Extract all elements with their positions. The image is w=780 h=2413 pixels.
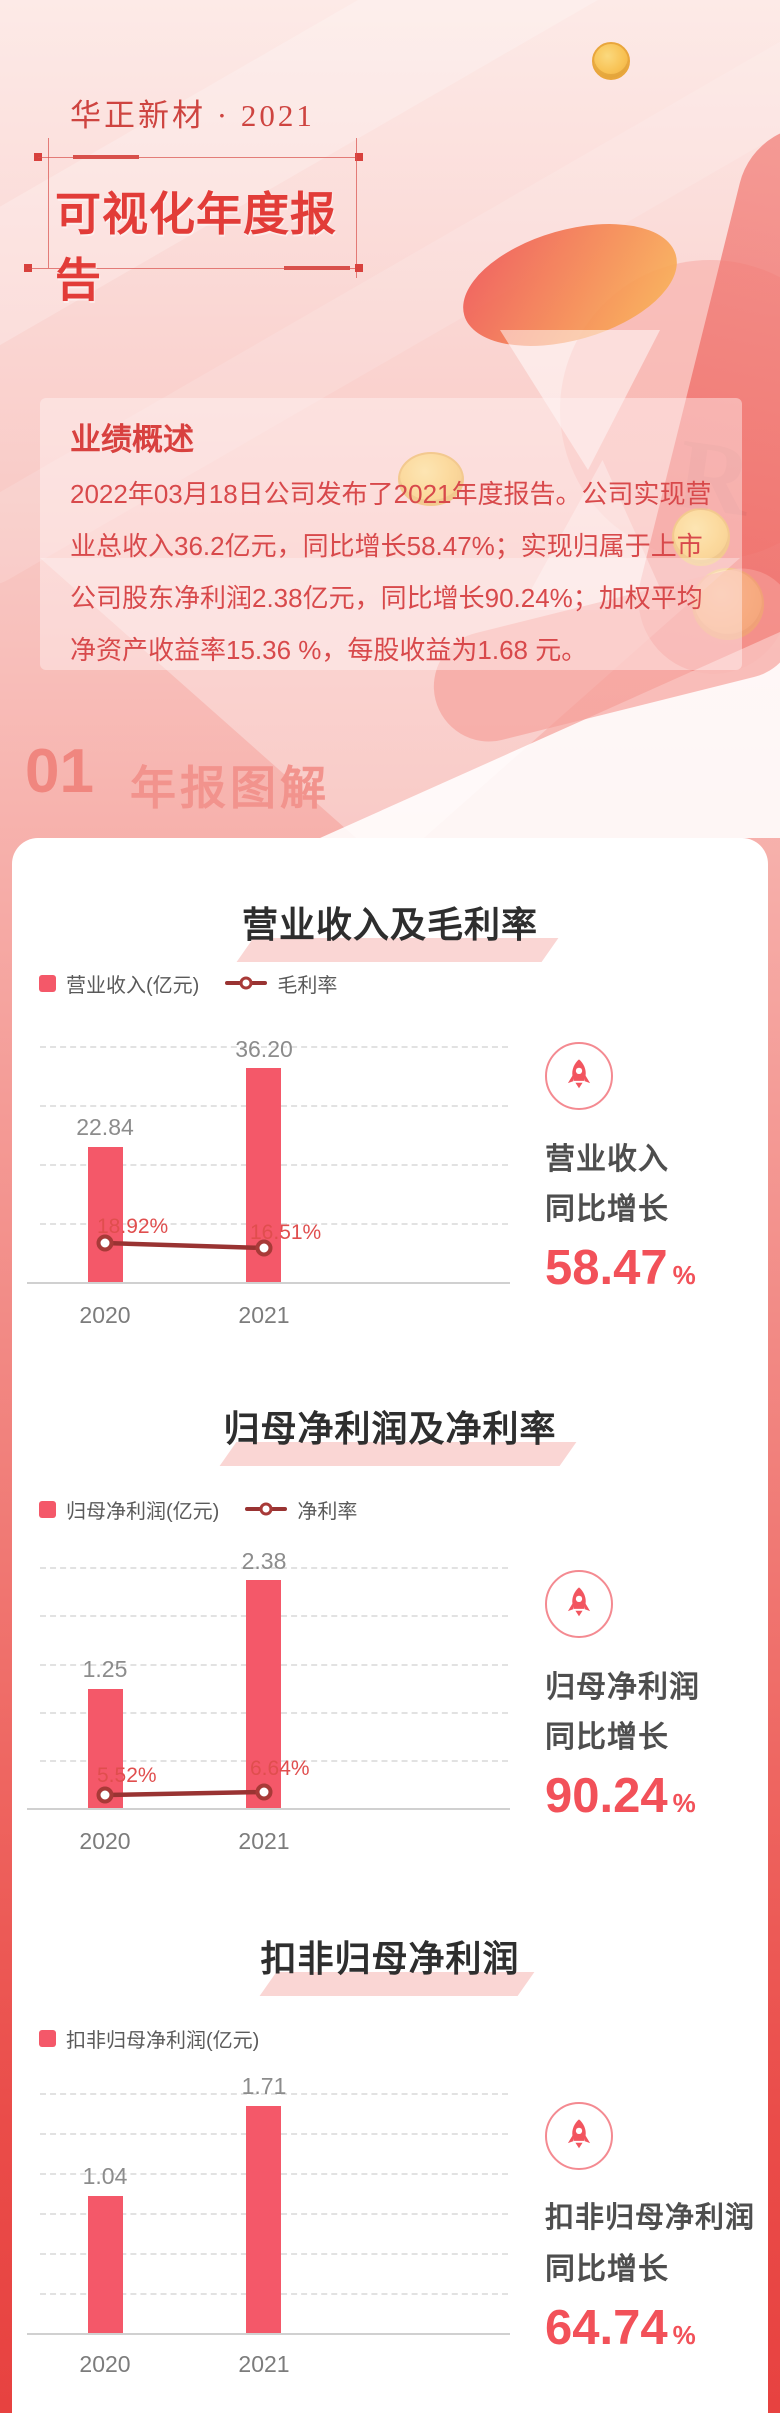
line-marker-icon [225, 976, 268, 990]
title-frame-line [28, 268, 360, 269]
summary-paragraph: 2022年03月18日公司发布了2021年度报告。公司实现营业总收入36.2亿元… [70, 479, 712, 665]
report-title: 可视化年度报告 [55, 188, 337, 306]
section-title: 年报图解 [130, 762, 330, 814]
legend-label: 毛利率 [277, 974, 338, 997]
title-frame-dot [355, 153, 363, 161]
title-frame-dash [284, 266, 350, 270]
bar-2021 [246, 1580, 281, 1808]
legend-item-bar: 营业收入(亿元) [39, 969, 199, 998]
summary-card [40, 398, 742, 670]
percent-label: 6.64% [250, 1757, 310, 1780]
bar-2020 [88, 1147, 123, 1282]
rocket-icon [545, 2102, 613, 2170]
rocket-icon [545, 1042, 613, 1110]
company-title: 华正新材 · 2021 [70, 98, 315, 133]
bar-swatch-icon [39, 1500, 56, 1518]
stat-label: 扣非归母净利润 [545, 2202, 756, 2234]
chart1-legend: 营业收入(亿元) 毛利率 [39, 969, 337, 998]
report-card [12, 838, 768, 2413]
legend-item-bar: 扣非归母净利润(亿元) [39, 2024, 259, 2053]
legend-label: 归母净利润(亿元) [66, 1500, 220, 1523]
summary-heading: 业绩概述 [70, 422, 194, 457]
legend-item-line: 毛利率 [225, 969, 337, 998]
title-frame-dash [73, 155, 139, 159]
gridline [40, 2093, 508, 2095]
percent-label: 18.92% [97, 1215, 169, 1238]
x-axis-label: 2021 [238, 2351, 290, 2377]
legend-label: 净利率 [297, 1500, 358, 1523]
x-axis-label: 2020 [79, 1302, 131, 1328]
gridline [40, 1567, 508, 1569]
bar-value-label: 22.84 [76, 1114, 134, 1140]
legend-label: 营业收入(亿元) [66, 974, 200, 997]
section-number: 01 [25, 737, 94, 806]
stat-label: 同比增长 [545, 2253, 669, 2286]
bar-swatch-icon [39, 2029, 56, 2047]
title-frame-line [38, 157, 360, 158]
coin-decoration [672, 508, 730, 566]
title-frame-line [356, 138, 357, 278]
stat-growth-value: 90.24% [545, 1769, 696, 1823]
legend-item-line: 净利率 [245, 1495, 357, 1524]
chart3-title: 扣非归母净利润 [260, 1938, 520, 1979]
bar-2021 [246, 2106, 281, 2333]
percent-label: 16.51% [250, 1221, 322, 1244]
stat-growth-value: 64.74% [545, 2301, 696, 2355]
legend-item-bar: 归母净利润(亿元) [39, 1495, 219, 1524]
bar-value-label: 1.71 [241, 2073, 287, 2099]
bar-value-label: 1.25 [82, 1656, 128, 1682]
x-axis-label: 2020 [79, 2351, 131, 2377]
coin-decoration [398, 452, 464, 506]
chart3-legend: 扣非归母净利润(亿元) [39, 2024, 259, 2053]
stat-label: 归母净利润 [545, 1671, 700, 1704]
title-frame-dot [355, 264, 363, 272]
rocket-icon [545, 1570, 613, 1638]
chart1-title: 营业收入及毛利率 [241, 904, 538, 945]
stat-label: 同比增长 [545, 1193, 669, 1226]
net-margin-line-chart [96, 1783, 273, 1804]
title-frame-line [48, 138, 49, 268]
stat-growth-value: 58.47% [545, 1241, 696, 1295]
stat-label: 同比增长 [545, 1721, 669, 1754]
axis-baseline [27, 1282, 510, 1284]
axis-baseline [27, 2333, 510, 2335]
x-axis-label: 2021 [238, 1828, 290, 1854]
bar-swatch-icon [39, 974, 56, 992]
percent-label: 5.52% [97, 1764, 157, 1787]
line-marker-icon [245, 1502, 288, 1516]
coin-decoration [592, 42, 630, 80]
gross-margin-line-chart [96, 1234, 273, 1257]
legend-label: 扣非归母净利润(亿元) [66, 2029, 260, 2052]
bar-value-label: 36.20 [235, 1036, 293, 1062]
bar-2020 [88, 2196, 123, 2333]
x-axis-label: 2021 [238, 1302, 290, 1328]
bar-value-label: 1.04 [82, 2163, 128, 2189]
x-axis-label: 2020 [79, 1828, 131, 1854]
bar-value-label: 2.38 [241, 1548, 287, 1574]
stat-label: 营业收入 [545, 1143, 669, 1176]
chart2-title: 归母净利润及净利率 [223, 1408, 557, 1449]
axis-baseline [27, 1808, 510, 1810]
gridline [40, 1046, 508, 1048]
chart2-legend: 归母净利润(亿元) 净利率 [39, 1495, 357, 1524]
